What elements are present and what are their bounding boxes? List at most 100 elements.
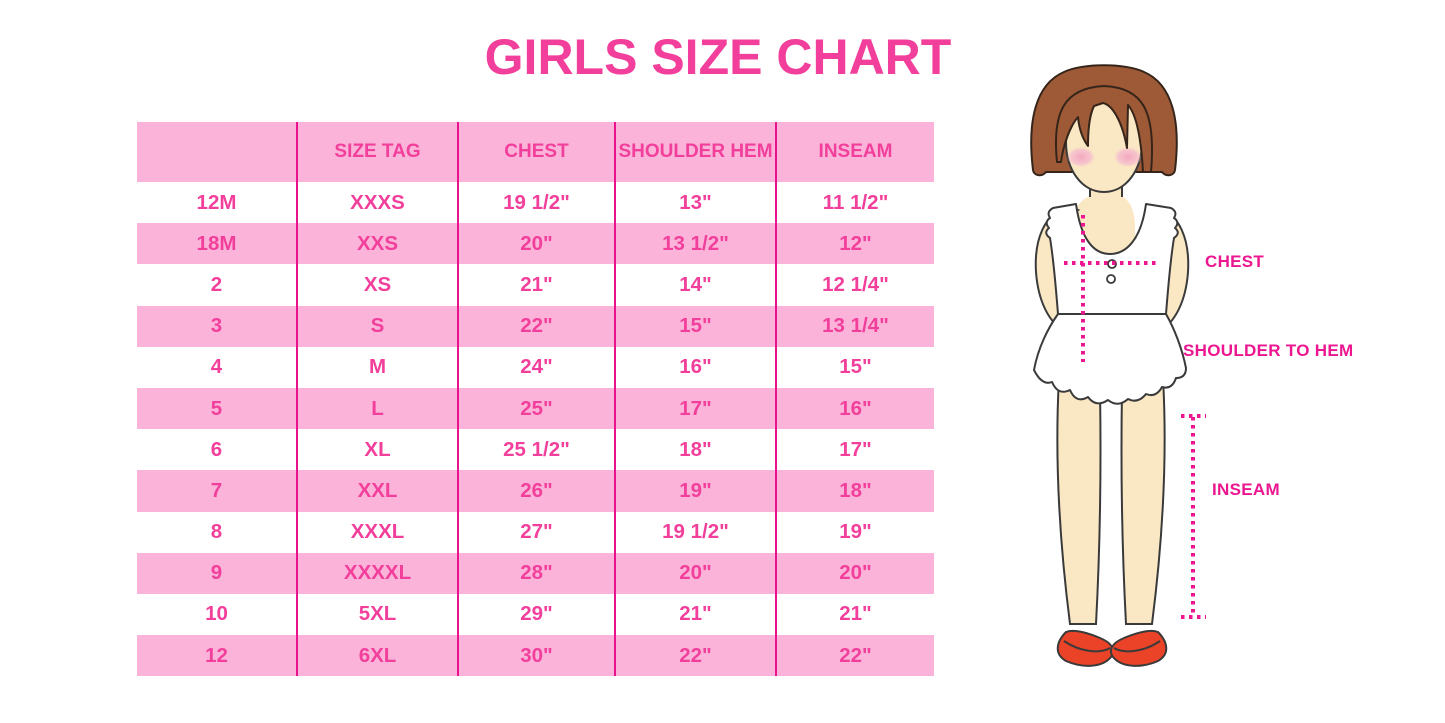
table-cell: 27" <box>457 511 615 553</box>
table-cell: 16" <box>614 346 776 388</box>
girl-bangs <box>1055 85 1154 173</box>
table-cell: 15" <box>775 346 934 388</box>
table-cell: 18M <box>137 223 297 265</box>
column-header: CHEST <box>457 122 615 182</box>
chest-label: CHEST <box>1205 252 1265 271</box>
table-cell: 25 1/2" <box>457 429 615 471</box>
table-cell: 21" <box>614 593 776 636</box>
table-cell: 21" <box>457 264 615 306</box>
table-cell: 24" <box>457 346 615 388</box>
table-cell: 6XL <box>296 635 458 677</box>
table-cell: 15" <box>614 305 776 347</box>
table-cell: 19" <box>775 511 934 553</box>
girl-top-button-2 <box>1106 274 1116 284</box>
page-title: GIRLS SIZE CHART <box>484 29 952 85</box>
table-cell: 3 <box>137 305 297 347</box>
table-cell: 22" <box>614 635 776 677</box>
table-row: 5 L 25" 17" 16" <box>137 387 934 430</box>
table-cell: 19 1/2" <box>614 511 776 553</box>
table-row: 18M XXS 20" 13 1/2" 12" <box>137 223 934 265</box>
table-cell: 18" <box>614 429 776 471</box>
table-cell: S <box>296 305 458 347</box>
girl-skirt <box>1033 313 1187 405</box>
table-cell: L <box>296 387 458 430</box>
table-row: 4 M 24" 16" 15" <box>137 346 934 388</box>
table-cell: 19" <box>614 470 776 512</box>
size-chart-header: SIZE TAG CHEST SHOULDER HEM INSEAM <box>137 122 934 182</box>
table-cell: 5XL <box>296 593 458 636</box>
girl-right-leg <box>1120 376 1166 625</box>
column-header <box>137 122 297 182</box>
girl-neck <box>1073 172 1135 258</box>
girl-left-shoe <box>1056 629 1115 667</box>
table-cell: XL <box>296 429 458 471</box>
header-row: SIZE TAG CHEST SHOULDER HEM INSEAM <box>137 122 934 182</box>
table-cell: 10 <box>205 602 228 626</box>
table-cell: 5 <box>137 387 297 430</box>
table-cell: 29" <box>457 593 615 636</box>
girl-left-leg <box>1056 376 1102 625</box>
table-row: 6 XL 25 1/2" 18" 17" <box>137 429 934 471</box>
table-row: 9 XXXXL 28" 20" 20" <box>137 552 934 594</box>
table-cell: 12" <box>775 223 934 265</box>
table-cell: XXS <box>296 223 458 265</box>
table-cell: 13" <box>614 182 776 224</box>
table-cell: 28" <box>457 552 615 594</box>
table-cell: XXL <box>296 470 458 512</box>
table-cell: 26" <box>457 470 615 512</box>
table-row: 3 S 22" 15" 13 1/4" <box>137 305 934 347</box>
girl-top <box>1045 203 1179 315</box>
table-cell: 9 <box>137 552 297 594</box>
table-cell: 12 1/4" <box>775 264 934 306</box>
size-chart-table: SIZE TAG CHEST SHOULDER HEM INSEAM 12M XXXS 1… <box>137 122 934 677</box>
girl-left-shoe-strap <box>1063 640 1111 653</box>
table-cell: XXXXL <box>296 552 458 594</box>
inseam-label: INSEAM <box>1212 480 1280 499</box>
table-cell: XS <box>296 264 458 306</box>
table-cell: 25" <box>457 387 615 430</box>
column-header: INSEAM <box>775 122 934 182</box>
table-cell: 22" <box>775 635 934 677</box>
table-cell: 12M <box>196 190 237 214</box>
shoulder-to-hem-label: SHOULDER TO HEM <box>1183 341 1354 360</box>
table-cell: 30" <box>457 635 615 677</box>
girl-right-shoe-strap <box>1113 640 1161 653</box>
girl-figure-illustration <box>1030 64 1206 667</box>
table-cell: 17" <box>614 387 776 430</box>
girl-blush-right <box>1114 147 1142 167</box>
table-cell: 19 1/2" <box>457 182 615 224</box>
table-cell: M <box>296 346 458 388</box>
table-cell: 13 1/2" <box>614 223 776 265</box>
table-row: 8 XXXL 27" 19 1/2" 19" <box>137 511 934 553</box>
table-cell: XXXL <box>296 511 458 553</box>
table-cell: 4 <box>210 355 223 379</box>
table-cell: 7 <box>137 470 297 512</box>
table-cell: 16" <box>775 387 934 430</box>
size-chart-body: 12M XXXS 19 1/2" 13" 11 1/2" 18M XXS 20" 13 1/2"… <box>137 182 934 677</box>
table-cell: 17" <box>775 429 934 471</box>
table-cell: 8 <box>210 520 223 544</box>
girl-right-shoe <box>1109 629 1168 667</box>
table-cell: XXXS <box>296 182 458 224</box>
girl-blush-left <box>1067 147 1095 167</box>
table-cell: 21" <box>775 593 934 636</box>
table-cell: 20" <box>775 552 934 594</box>
table-cell: 12 <box>137 635 297 677</box>
table-row: 2 XS 21" 14" 12 1/4" <box>137 264 934 306</box>
table-cell: 13 1/4" <box>775 305 934 347</box>
table-cell: 20" <box>614 552 776 594</box>
table-cell: 2 <box>210 272 223 296</box>
table-cell: 11 1/2" <box>775 182 934 224</box>
column-header: SIZE TAG <box>296 122 458 182</box>
table-row: 10 5XL 29" 21" 21" <box>137 593 934 636</box>
column-header: SHOULDER HEM <box>614 122 776 182</box>
table-cell: 18" <box>775 470 934 512</box>
table-row: 7 XXL 26" 19" 18" <box>137 470 934 512</box>
table-row: 12M XXXS 19 1/2" 13" 11 1/2" <box>137 182 934 224</box>
table-row: 12 6XL 30" 22" 22" <box>137 635 934 677</box>
table-cell: 6 <box>210 437 223 461</box>
table-cell: 22" <box>457 305 615 347</box>
table-cell: 14" <box>614 264 776 306</box>
table-cell: 20" <box>457 223 615 265</box>
